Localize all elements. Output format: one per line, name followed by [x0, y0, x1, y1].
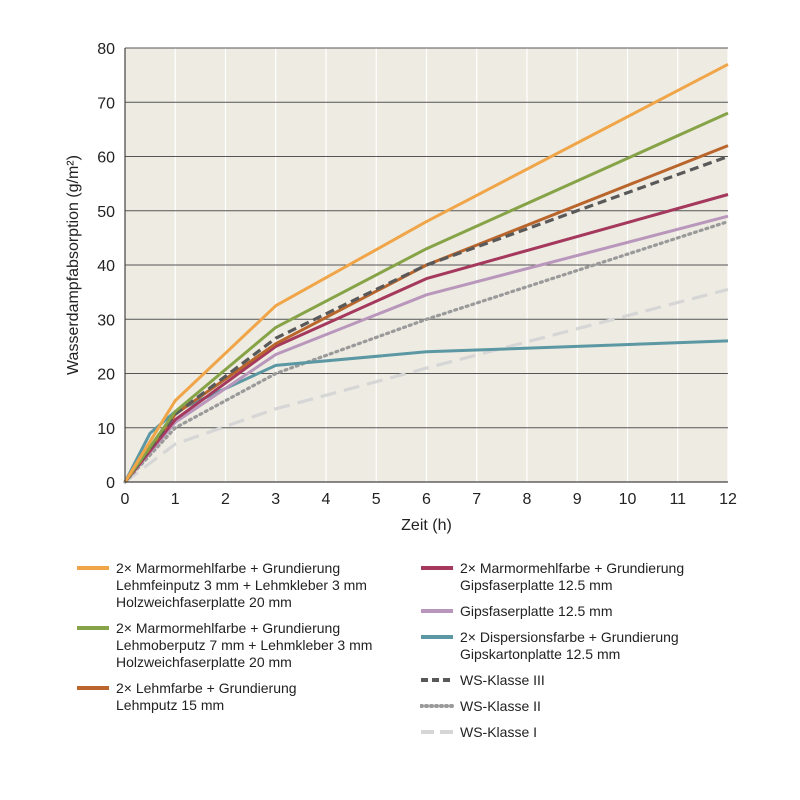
legend-swatch: [421, 566, 453, 570]
x-tick-label: 10: [619, 491, 637, 508]
legend-swatch: [77, 626, 109, 630]
series-line-4: [123, 193, 729, 483]
legend-label: Holzweichfaserplatte 20 mm: [116, 594, 292, 610]
legend-item: 2× Lehmfarbe + Grundierung Lehmputz 15 mm: [76, 680, 416, 714]
y-tick-label: 60: [97, 150, 115, 167]
legend-swatch: [421, 678, 453, 682]
legend-swatch: [77, 686, 109, 690]
x-tick-label: 8: [523, 491, 532, 508]
x-tick-label: 12: [719, 491, 737, 508]
legend-swatch: [77, 566, 109, 570]
x-axis-label: Zeit (h): [401, 517, 452, 534]
y-tick-label: 50: [97, 204, 115, 221]
legend-swatch: [421, 730, 453, 734]
legend-item: 2× Marmormehlfarbe + Grundierung Gipsfase…: [420, 560, 760, 594]
legend-item: Gipsfaserplatte 12.5 mm: [420, 603, 760, 620]
legend-label: Lehmoberputz 7 mm + Lehmkleber 3 mm: [116, 637, 373, 653]
legend-item: 2× Marmormehlfarbe + Grundierung Lehmober…: [76, 620, 416, 671]
legend-label: Lehmfeinputz 3 mm + Lehmkleber 3 mm: [116, 577, 367, 593]
legend-item: 2× Marmormehlfarbe + Grundierung Lehmfein…: [76, 560, 416, 611]
legend-swatch: [421, 635, 453, 639]
x-tick-label: 1: [171, 491, 180, 508]
legend-item: WS-Klasse II: [420, 698, 760, 715]
series-line-2: [123, 111, 729, 483]
x-tick-label: 6: [422, 491, 431, 508]
legend-label: 2× Dispersionsfarbe + Grundierung: [460, 629, 679, 645]
legend-left-column: 2× Marmormehlfarbe + Grundierung Lehmfein…: [76, 560, 416, 723]
series-line-8: [123, 220, 730, 484]
y-tick-label: 80: [97, 41, 115, 58]
x-tick-label: 0: [121, 491, 130, 508]
legend-label: 2× Marmormehlfarbe + Grundierung: [116, 620, 341, 636]
legend-label: 2× Marmormehlfarbe + Grundierung: [460, 560, 685, 576]
y-tick-label: 30: [97, 312, 115, 329]
legend-swatch: [420, 704, 454, 708]
y-tick-label: 0: [106, 475, 115, 492]
legend-item: WS-Klasse I: [420, 724, 760, 741]
x-tick-label: 4: [322, 491, 331, 508]
legend-label: Gipskartonplatte 12.5 mm: [460, 646, 621, 662]
legend-label: 2× Marmormehlfarbe + Grundierung: [116, 560, 341, 576]
legend-swatch: [421, 609, 453, 613]
y-tick-label: 20: [97, 367, 115, 384]
x-tick-label: 2: [221, 491, 230, 508]
legend-item: 2× Dispersionsfarbe + Grundierung Gipskar…: [420, 629, 760, 663]
legend-label: WS-Klasse III: [460, 672, 545, 688]
legend-label: Holzweichfaserplatte 20 mm: [116, 654, 292, 670]
y-tick-label: 70: [97, 95, 115, 112]
series-line-9: [124, 287, 729, 484]
y-axis-label: Wasserdampfabsorption (g/m²): [65, 155, 82, 375]
x-tick-label: 3: [271, 491, 280, 508]
legend-label: WS-Klasse I: [460, 724, 538, 740]
legend-right-column: 2× Marmormehlfarbe + Grundierung Gipsfase…: [420, 560, 760, 750]
y-tick-label: 10: [97, 421, 115, 438]
legend-label: Gipsfaserplatte 12.5 mm: [460, 603, 613, 619]
series-line-1: [123, 62, 729, 483]
x-tick-label: 5: [372, 491, 381, 508]
x-tick-label: 7: [472, 491, 481, 508]
x-tick-label: 11: [669, 491, 686, 508]
y-tick-label: 40: [97, 258, 115, 275]
series-lines: [123, 62, 730, 484]
legend-label: Gipsfaserplatte 12.5 mm: [460, 577, 613, 593]
legend-label: Lehmputz 15 mm: [116, 697, 225, 713]
x-tick-label: 9: [573, 491, 582, 508]
legend-item: WS-Klasse III: [420, 672, 760, 689]
legend-label: 2× Lehmfarbe + Grundierung: [116, 680, 297, 696]
legend-label: WS-Klasse II: [460, 698, 541, 714]
